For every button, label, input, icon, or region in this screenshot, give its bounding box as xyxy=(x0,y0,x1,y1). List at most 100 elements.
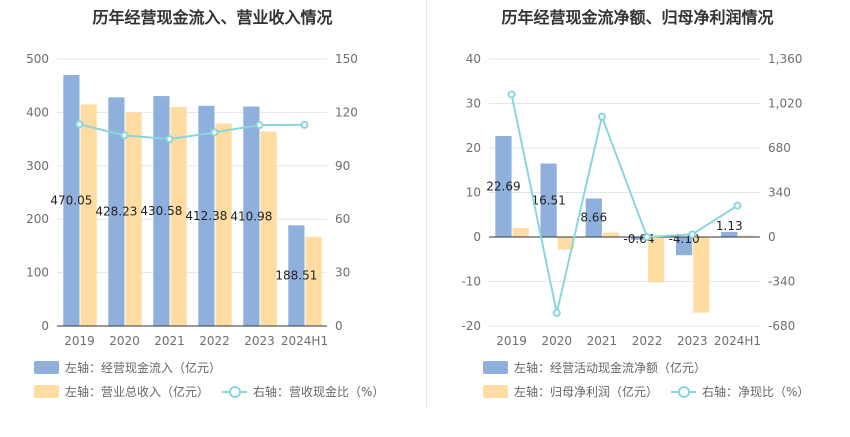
y-tick-label-left: 400 xyxy=(26,105,49,119)
bar-secondary xyxy=(80,104,97,326)
y-tick-label-left: 10 xyxy=(466,186,481,200)
bar-primary xyxy=(675,237,693,256)
bar-primary xyxy=(63,74,80,326)
bar-secondary xyxy=(305,236,322,326)
x-tick-label: 2023 xyxy=(677,334,708,348)
bar-data-label: 22.69 xyxy=(486,180,520,194)
legend-item-series-1[interactable]: 左轴：经营现金流入（亿元） xyxy=(34,359,221,376)
bar-secondary xyxy=(170,107,187,326)
line-point xyxy=(210,128,219,137)
bar-secondary xyxy=(215,123,232,326)
line-point xyxy=(75,120,84,129)
legend-swatch-line xyxy=(671,385,696,398)
line-series xyxy=(510,94,738,314)
legend-swatch-bar-secondary xyxy=(34,385,59,398)
y-tick-label-right: 90 xyxy=(335,159,350,173)
legend-item-series-2[interactable]: 左轴：营业总收入（亿元） xyxy=(34,383,209,400)
legend-item-series-2[interactable]: 左轴：归母净利润（亿元） xyxy=(483,383,658,400)
bar-data-label: 430.58 xyxy=(140,204,182,218)
legend-label: 左轴：营业总收入（亿元） xyxy=(65,385,210,399)
y-tick-label-right: -680 xyxy=(768,319,795,333)
legend-label: 右轴：营收现金比（%） xyxy=(253,385,385,399)
bar-primary xyxy=(288,225,305,326)
line-point xyxy=(255,121,264,130)
x-tick-label: 2021 xyxy=(587,334,618,348)
bar-secondary xyxy=(260,131,277,326)
y-tick-label-left: 20 xyxy=(466,141,481,155)
bar-secondary xyxy=(648,237,665,283)
x-tick-label: 2024H1 xyxy=(714,334,761,348)
x-tick-label: 2019 xyxy=(64,334,95,348)
y-tick-label-left: 0 xyxy=(41,319,49,333)
line-point xyxy=(552,308,561,317)
y-tick-label-left: 300 xyxy=(26,159,49,173)
bar-data-label: 470.05 xyxy=(50,193,92,207)
legend-swatch-bar-primary xyxy=(34,361,59,374)
bar-primary xyxy=(108,97,125,326)
bar-primary xyxy=(243,106,260,326)
bar-secondary xyxy=(738,235,755,237)
x-tick-label: 2020 xyxy=(541,334,572,348)
line-point xyxy=(688,230,697,239)
bar-data-label: 428.23 xyxy=(95,205,137,219)
bar-data-label: 188.51 xyxy=(275,269,317,283)
y-tick-label-right: 1,360 xyxy=(768,52,802,66)
line-point xyxy=(120,131,129,140)
bar-data-label: 16.51 xyxy=(531,193,565,207)
chart-panel-net-cash-flow: 历年经营现金流净额、归母净利润情况 -20 -10 0 10 20 30 40 -680 -34… xyxy=(425,0,850,437)
chart-panel-cash-inflow: 历年经营现金流入、营业收入情况 0 100 200 300 400 500 0 30 60 90 1… xyxy=(26,8,384,400)
y-tick-label-right: 0 xyxy=(768,230,776,244)
x-tick-label: 2022 xyxy=(632,334,663,348)
y-tick-label-right: 0 xyxy=(335,319,343,333)
bar-data-label: 1.13 xyxy=(716,219,743,233)
y-tick-label-right: 1,020 xyxy=(768,97,802,111)
line-point xyxy=(300,120,309,129)
legend-item-series-3[interactable]: 右轴：净现比（%） xyxy=(671,383,809,400)
bar-primary xyxy=(630,237,648,240)
y-tick-label-right: 60 xyxy=(335,212,350,226)
bar-secondary xyxy=(602,232,620,237)
y-tick-label-left: 30 xyxy=(466,97,481,111)
y-tick-label-right: 30 xyxy=(335,266,350,280)
bar-primary xyxy=(198,105,215,326)
x-tick-label: 2023 xyxy=(244,334,275,348)
bar-data-label: 412.38 xyxy=(185,209,227,223)
panel-divider xyxy=(426,0,427,408)
chart-canvas: -20 -10 0 10 20 30 40 -680 -340 0 340 680 1,020 1,360… xyxy=(461,52,802,348)
legend-label: 左轴：经营活动现金流净额（亿元） xyxy=(514,361,707,375)
line-point xyxy=(507,90,516,99)
chart-title: 历年经营现金流净额、归母净利润情况 xyxy=(501,8,774,27)
bar-primary xyxy=(540,163,557,237)
y-tick-label-right: 340 xyxy=(768,186,791,200)
line-point xyxy=(165,135,174,144)
bar-data-label: 410.98 xyxy=(230,209,272,223)
legend-item-series-3[interactable]: 右轴：营收现金比（%） xyxy=(222,383,384,400)
bar-primary xyxy=(153,96,170,326)
x-tick-label: 2021 xyxy=(154,334,185,348)
legend-swatch-bar-primary xyxy=(483,361,508,374)
line-point xyxy=(597,112,606,121)
legend-label: 左轴：归母净利润（亿元） xyxy=(514,385,659,399)
y-tick-label-left: -20 xyxy=(461,319,481,333)
y-tick-label-left: 0 xyxy=(473,230,481,244)
bar-secondary xyxy=(125,112,142,327)
line-series xyxy=(79,123,305,141)
line-point xyxy=(733,201,742,210)
legend-item-series-1[interactable]: 左轴：经营活动现金流净额（亿元） xyxy=(483,359,706,376)
y-tick-label-right: 150 xyxy=(335,52,358,66)
chart-canvas: 0 100 200 300 400 500 0 30 60 90 120 150 2019 2020 202… xyxy=(26,52,358,348)
y-tick-label-right: 680 xyxy=(768,141,791,155)
bar-secondary xyxy=(693,237,710,313)
line-point xyxy=(643,233,652,241)
chart-title: 历年经营现金流入、营业收入情况 xyxy=(92,8,333,27)
y-tick-label-left: 40 xyxy=(466,52,481,66)
legend-swatch-bar-secondary xyxy=(483,385,508,398)
bar-primary xyxy=(721,231,738,237)
bar-primary xyxy=(585,198,602,237)
x-tick-label: 2020 xyxy=(109,334,140,348)
y-tick-label-left: 200 xyxy=(26,212,49,226)
legend-swatch-line xyxy=(222,385,247,398)
bar-primary xyxy=(495,136,512,237)
x-tick-label: 2019 xyxy=(496,334,527,348)
